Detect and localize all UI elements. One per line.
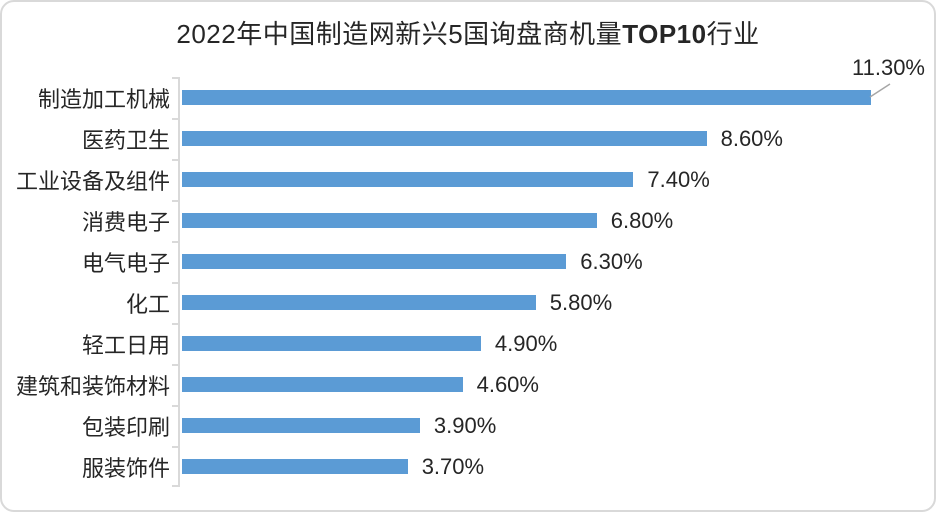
bar-track: 7.40% <box>179 167 934 193</box>
data-label-callout: 11.30% <box>852 55 925 80</box>
bar-track: 6.80% <box>179 208 934 234</box>
bar-track: 8.60% <box>179 126 934 152</box>
axis-tick <box>172 323 178 325</box>
category-axis-line <box>178 77 180 487</box>
axis-tick <box>172 118 178 120</box>
value-label: 6.80% <box>610 207 674 233</box>
bar-row: 建筑和装饰材料 4.60% <box>2 364 934 405</box>
bar-track: 6.30% <box>179 249 934 275</box>
bar <box>182 295 536 310</box>
bar-row: 包装印刷 3.90% <box>2 405 934 446</box>
chart-title-prefix: 2022年中国制造网新兴5国询盘商机量 <box>176 19 623 49</box>
axis-tick <box>172 364 178 366</box>
value-label: 7.40% <box>647 166 710 192</box>
axis-tick <box>172 282 178 284</box>
category-label: 化工 <box>125 291 170 317</box>
bar-track: 4.60% <box>179 372 934 398</box>
bar <box>182 418 420 433</box>
bar <box>182 377 463 392</box>
bar <box>182 336 481 351</box>
bar-track: 3.90% <box>179 413 934 439</box>
category-label: 医药卫生 <box>81 127 170 153</box>
axis-tick <box>172 77 178 79</box>
bar-row: 化工 5.80% <box>2 282 934 323</box>
bar <box>182 90 872 105</box>
category-label: 电气电子 <box>81 250 170 276</box>
category-label: 工业设备及组件 <box>15 168 170 194</box>
bar-row: 制造加工机械 <box>2 77 934 118</box>
bar-row: 服装饰件 3.70% <box>2 446 934 487</box>
axis-tick <box>172 200 178 202</box>
category-label: 轻工日用 <box>81 332 170 358</box>
plot-area: 制造加工机械医药卫生 8.60% 工业设备及组件 7.40% 消费电子 6.80% 电气电子… <box>2 77 934 487</box>
bar-track: 4.90% <box>179 331 934 357</box>
bar <box>182 172 634 187</box>
bar <box>182 459 408 474</box>
bar <box>182 254 567 269</box>
category-label: 包装印刷 <box>81 414 170 440</box>
value-label: 5.80% <box>549 289 613 315</box>
value-label: 3.90% <box>433 412 497 438</box>
bar <box>182 131 707 146</box>
value-label: 8.60% <box>720 125 783 151</box>
value-label: 6.30% <box>580 248 643 274</box>
value-label: 3.70% <box>421 453 485 479</box>
chart-title-suffix: 行业 <box>706 19 760 49</box>
chart-title-strong: TOP10 <box>622 19 707 49</box>
category-label: 消费电子 <box>81 209 170 235</box>
bar-track: 3.70% <box>179 454 934 480</box>
bar-row: 轻工日用 4.90% <box>2 323 934 364</box>
bar-track: 5.80% <box>179 290 934 316</box>
category-label: 建筑和装饰材料 <box>15 373 170 399</box>
category-label: 制造加工机械 <box>37 86 170 112</box>
bar-row: 工业设备及组件 7.40% <box>2 159 934 200</box>
axis-tick <box>172 446 178 448</box>
chart-title: 2022年中国制造网新兴5国询盘商机量TOP10行业 <box>2 14 934 51</box>
bar <box>182 213 597 228</box>
axis-tick <box>172 159 178 161</box>
value-label: 4.60% <box>476 371 539 397</box>
bar-row: 电气电子 6.30% <box>2 241 934 282</box>
bar-track <box>179 90 934 105</box>
category-label: 服装饰件 <box>81 455 170 481</box>
bar-row: 消费电子 6.80% <box>2 200 934 241</box>
bar-rows: 制造加工机械医药卫生 8.60% 工业设备及组件 7.40% 消费电子 6.80% 电气电子… <box>2 77 934 487</box>
axis-tick <box>172 485 178 487</box>
bar-row: 医药卫生 8.60% <box>2 118 934 159</box>
value-label: 4.90% <box>494 330 558 356</box>
axis-tick <box>172 241 178 243</box>
axis-tick <box>172 405 178 407</box>
